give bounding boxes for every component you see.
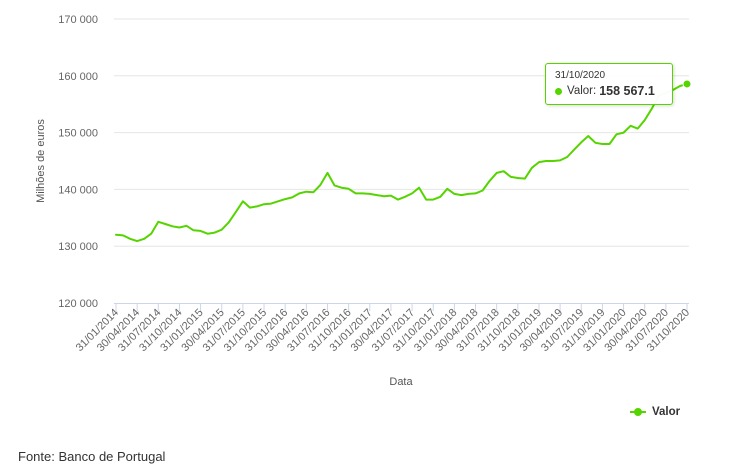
- legend-label: Valor: [652, 406, 681, 418]
- y-axis-ticks: 120 000 130 000 140 000 150 000 160 000 170 0…: [58, 14, 98, 310]
- hover-point-marker: [682, 79, 692, 89]
- legend-line-icon: [630, 408, 646, 416]
- y-tick-label: 130 000: [58, 241, 98, 253]
- y-tick-label: 120 000: [58, 298, 98, 310]
- series-layer: [115, 79, 692, 243]
- y-axis-title: Milhões de euros: [35, 119, 47, 203]
- tooltip-value: 158 567.1: [599, 84, 655, 98]
- series-line-valor: [115, 82, 688, 243]
- y-tick-label: 140 000: [58, 184, 98, 196]
- line-chart: 120 000 130 000 140 000 150 000 160 000 170 0…: [35, 14, 692, 388]
- y-tick-label: 170 000: [58, 14, 98, 26]
- tooltip-series-label: Valor:: [567, 85, 597, 97]
- x-axis-title: Data: [389, 376, 413, 388]
- tooltip-series-dot-icon: [555, 87, 562, 95]
- tooltip-date: 31/10/2020: [555, 70, 606, 81]
- x-axis-ticks: 31/01/201430/04/201431/07/201431/10/2014…: [74, 303, 692, 354]
- source-note: Fonte: Banco de Portugal: [18, 449, 166, 464]
- y-tick-label: 150 000: [58, 128, 98, 140]
- legend-dot-icon: [634, 408, 642, 416]
- tooltip: 31/10/2020 Valor: 158 567.1: [545, 63, 673, 105]
- legend-item-valor[interactable]: Valor: [630, 406, 680, 418]
- y-tick-label: 160 000: [58, 71, 98, 83]
- tooltip-row: Valor: 158 567.1: [555, 84, 663, 98]
- grid-lines: [114, 18, 689, 247]
